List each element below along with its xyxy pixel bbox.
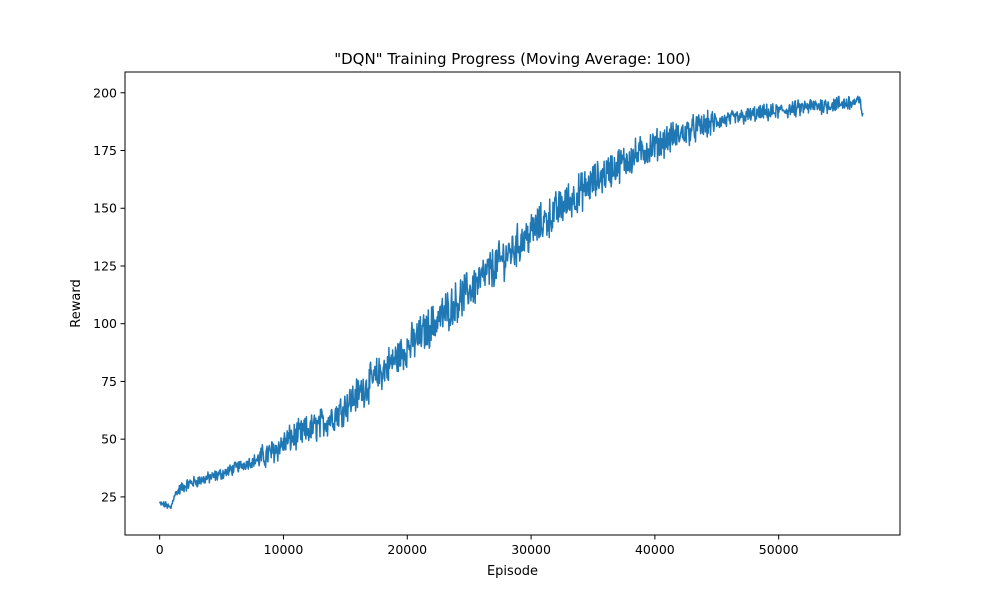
y-tick-label: 25 [101, 489, 117, 504]
y-tick-label: 75 [101, 374, 117, 389]
reward-series-line [158, 95, 864, 510]
y-axis: 25 50 75 100 125 150 175 200 [93, 85, 125, 504]
x-tick-label: 30000 [511, 542, 551, 557]
y-tick-label: 175 [93, 143, 117, 158]
x-axis-label: Episode [487, 564, 538, 579]
y-tick-label: 200 [93, 85, 117, 100]
y-axis-label: Reward [69, 279, 84, 327]
x-tick-label: 20000 [387, 542, 427, 557]
x-tick-label: 50000 [759, 542, 799, 557]
x-axis: 0 10000 20000 30000 40000 50000 [156, 535, 799, 557]
chart-title: "DQN" Training Progress (Moving Average:… [334, 50, 691, 68]
y-tick-label: 125 [93, 258, 117, 273]
x-tick-label: 10000 [264, 542, 304, 557]
plot-frame [124, 71, 901, 536]
series-layer [158, 95, 864, 510]
x-tick-label: 40000 [635, 542, 675, 557]
y-tick-label: 100 [93, 316, 117, 331]
x-tick-label: 0 [156, 542, 164, 557]
y-tick-label: 150 [93, 201, 117, 216]
y-tick-label: 50 [101, 432, 117, 447]
